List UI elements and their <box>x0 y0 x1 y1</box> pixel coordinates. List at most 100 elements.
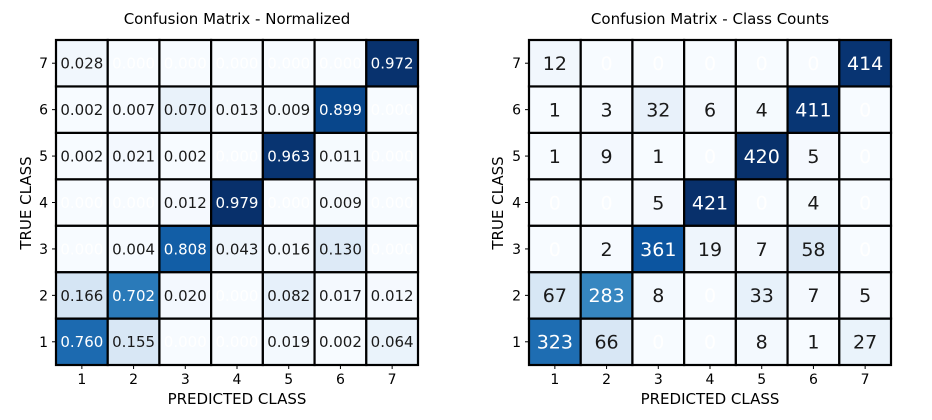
cell-value-label: 8 <box>652 285 664 307</box>
cell-value-label: 0.000 <box>164 333 207 351</box>
heatmap-cell <box>683 271 737 320</box>
normalized-matrix-panel: Confusion Matrix - Normalized 0.760 0.155… <box>17 10 420 408</box>
heatmap-cell <box>158 85 213 134</box>
x-tick-label: 7 <box>861 372 870 388</box>
cell-value-label: 4 <box>807 192 819 214</box>
cell-value-label: 0.002 <box>164 147 207 165</box>
cell-value-label: 0.004 <box>112 240 155 258</box>
cell-value-label: 27 <box>853 332 877 354</box>
y-tick-label: 7 <box>39 56 48 72</box>
cell-value-label: 12 <box>543 53 567 75</box>
cell-value-label: 19 <box>698 239 722 261</box>
cell-value-label: 0.899 <box>319 101 362 119</box>
cell-value-label: 0 <box>859 146 871 168</box>
heatmap-cell <box>261 38 316 88</box>
cell-value-label: 0 <box>859 192 871 214</box>
cell-value-label: 0.002 <box>60 101 103 119</box>
cell-value-label: 0.019 <box>267 333 310 351</box>
cell-value-label: 0.013 <box>216 101 259 119</box>
cell-value-label: 32 <box>646 99 670 121</box>
heatmap-cell <box>579 317 634 367</box>
cell-value-label: 0.012 <box>164 194 207 212</box>
cell-value-label: 323 <box>537 332 573 354</box>
heatmap-cell <box>313 38 368 88</box>
heatmap-cell <box>313 271 368 320</box>
x-tick-label: 3 <box>181 372 190 388</box>
y-tick-label: 2 <box>512 288 521 304</box>
cell-value-label: 0 <box>807 53 819 75</box>
heatmap-cell <box>210 178 264 227</box>
heatmap-cell <box>579 38 634 88</box>
x-tick-label: 5 <box>757 372 766 388</box>
cell-value-label: 2 <box>601 239 613 261</box>
heatmap-cell <box>631 131 686 181</box>
cell-value-label: 0.702 <box>112 287 155 305</box>
heatmap-cell <box>54 131 109 181</box>
cell-value-label: 0.000 <box>112 194 155 212</box>
y-tick-label: 2 <box>39 288 48 304</box>
counts-matrix-xlabel: PREDICTED CLASS <box>641 390 780 408</box>
cell-value-label: 0.002 <box>60 147 103 165</box>
heatmap-cell <box>838 178 893 227</box>
cell-value-label: 1 <box>807 332 819 354</box>
y-tick-label: 6 <box>512 103 521 119</box>
cell-value-label: 0.155 <box>112 333 155 351</box>
normalized-matrix-ticks: 1 2 3 4 5 6 7 1 2 3 4 5 6 7 <box>39 56 397 388</box>
cell-value-label: 0.011 <box>319 147 362 165</box>
cell-value-label: 5 <box>859 285 871 307</box>
y-tick-label: 1 <box>512 335 521 351</box>
heatmap-cell <box>365 131 420 181</box>
y-tick-label: 3 <box>39 242 48 258</box>
cell-value-label: 0.000 <box>371 240 414 258</box>
heatmap-cell <box>527 38 582 88</box>
heatmap-cell <box>527 85 582 134</box>
cell-value-label: 0 <box>704 146 716 168</box>
cell-value-label: 0.009 <box>267 101 310 119</box>
cell-value-label: 66 <box>594 332 618 354</box>
normalized-matrix-ylabel: TRUE CLASS <box>17 156 35 250</box>
cell-value-label: 6 <box>704 99 716 121</box>
heatmap-cell <box>838 85 893 134</box>
cell-value-label: 0.070 <box>164 101 207 119</box>
cell-value-label: 0.000 <box>319 55 362 73</box>
cell-value-label: 0 <box>652 53 664 75</box>
heatmap-cell <box>210 38 264 88</box>
x-tick-label: 7 <box>388 372 397 388</box>
cell-value-label: 414 <box>847 53 883 75</box>
cell-value-label: 7 <box>756 239 768 261</box>
heatmap-cell <box>786 178 841 227</box>
cell-value-label: 361 <box>640 239 676 261</box>
cell-value-label: 0 <box>756 192 768 214</box>
y-tick-label: 6 <box>39 103 48 119</box>
x-tick-label: 4 <box>706 372 715 388</box>
heatmap-cell <box>365 38 420 88</box>
y-tick-label: 3 <box>512 242 521 258</box>
cell-value-label: 0.064 <box>371 333 414 351</box>
cell-value-label: 0.808 <box>164 240 207 258</box>
heatmap-cell <box>313 178 368 227</box>
cell-value-label: 421 <box>692 192 728 214</box>
cell-value-label: 0.000 <box>60 240 103 258</box>
cell-value-label: 0 <box>601 53 613 75</box>
heatmap-cell <box>158 224 213 274</box>
cell-value-label: 0.000 <box>267 194 310 212</box>
counts-matrix-ylabel: TRUE CLASS <box>489 156 507 250</box>
cell-value-label: 0 <box>756 53 768 75</box>
y-tick-label: 1 <box>39 335 48 351</box>
cell-value-label: 0.007 <box>112 101 155 119</box>
cell-value-label: 8 <box>756 332 768 354</box>
x-tick-label: 6 <box>336 372 345 388</box>
y-tick-label: 5 <box>512 149 521 165</box>
cell-value-label: 0 <box>859 99 871 121</box>
cell-value-label: 0.028 <box>60 55 103 73</box>
heatmap-cell <box>261 224 316 274</box>
cell-value-label: 0 <box>549 239 561 261</box>
cell-value-label: 0.082 <box>267 287 310 305</box>
cell-value-label: 411 <box>795 99 831 121</box>
heatmap-cell <box>683 131 737 181</box>
cell-value-label: 5 <box>807 146 819 168</box>
y-tick-label: 5 <box>39 149 48 165</box>
cell-value-label: 0.012 <box>371 287 414 305</box>
